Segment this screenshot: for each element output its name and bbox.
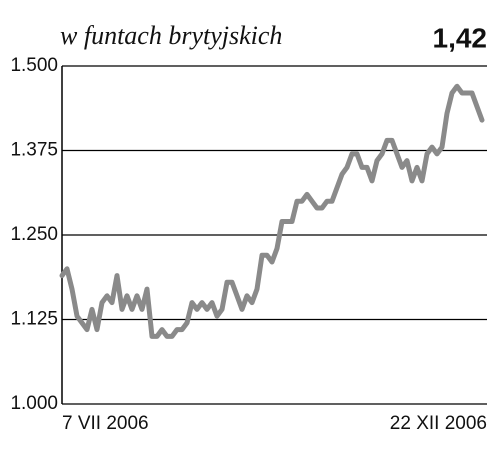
y-tick-label: 1.250 bbox=[10, 224, 58, 245]
y-tick-label: 1.500 bbox=[10, 55, 58, 76]
x-tick-label: 7 VII 2006 bbox=[62, 413, 149, 434]
y-tick-label: 1.000 bbox=[10, 393, 58, 414]
line bbox=[59, 83, 485, 339]
y-tick-label: 1.375 bbox=[10, 140, 58, 161]
last-value: 1,42 bbox=[433, 22, 488, 53]
x-tick-label: 22 XII 2006 bbox=[390, 413, 487, 434]
y-tick-label: 1.125 bbox=[10, 309, 58, 330]
chart-title: w funtach brytyjskich bbox=[60, 21, 282, 50]
